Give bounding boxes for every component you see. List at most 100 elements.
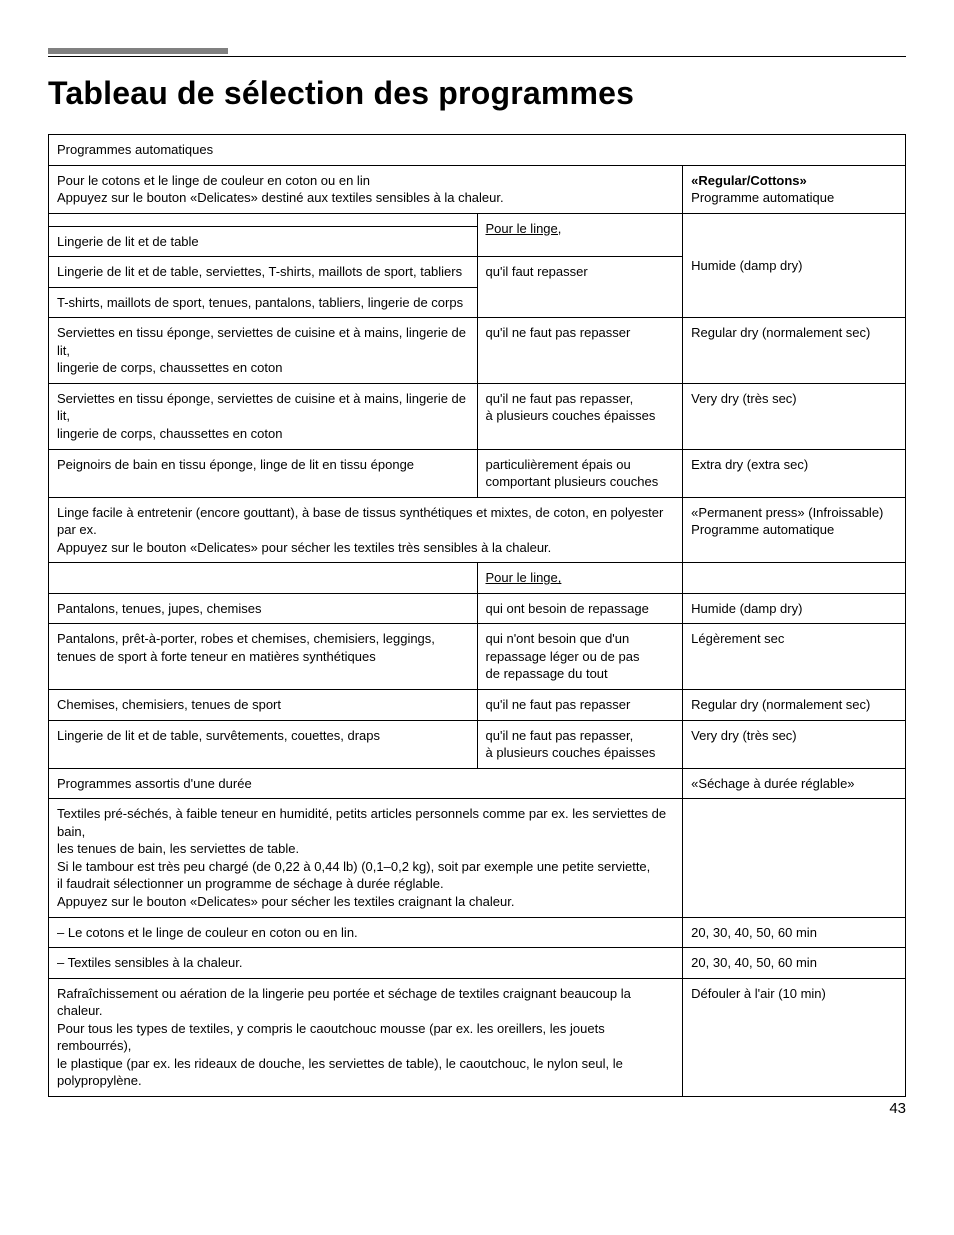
cell: – Textiles sensibles à la chaleur. bbox=[49, 948, 683, 979]
text-line: Appuyez sur le bouton «Delicates» pour s… bbox=[57, 893, 674, 911]
table-row: Lingerie de lit et de table, survêtement… bbox=[49, 720, 906, 768]
table-row: Pour le linge, bbox=[49, 563, 906, 594]
text-line: repassage léger ou de pas bbox=[486, 648, 675, 666]
table-row: – Textiles sensibles à la chaleur. 20, 3… bbox=[49, 948, 906, 979]
cell: qui ont besoin de repassage bbox=[477, 593, 683, 624]
cell: Humide (damp dry) bbox=[683, 213, 906, 318]
cell: Défouler à l'air (10 min) bbox=[683, 978, 906, 1096]
text-line: lingerie de corps, chaussettes en coton bbox=[57, 425, 469, 443]
text-line: Rafraîchissement ou aération de la linge… bbox=[57, 985, 674, 1020]
text-line: Si le tambour est très peu chargé (de 0,… bbox=[57, 858, 674, 876]
cell: Rafraîchissement ou aération de la linge… bbox=[49, 978, 683, 1096]
text-line: qui n'ont besoin que d'un bbox=[486, 630, 675, 648]
text-line: Appuyez sur le bouton «Delicates» destin… bbox=[57, 189, 674, 207]
text-line: lingerie de corps, chaussettes en coton bbox=[57, 359, 469, 377]
accent-bar bbox=[48, 48, 228, 54]
cell: qu'il ne faut pas repasser, à plusieurs … bbox=[477, 720, 683, 768]
section-header-right: «Séchage à durée réglable» bbox=[683, 768, 906, 799]
empty-cell bbox=[49, 563, 478, 594]
text-line: qu'il ne faut pas repasser, bbox=[486, 390, 675, 408]
cell: Pantalons, tenues, jupes, chemises bbox=[49, 593, 478, 624]
page-number: 43 bbox=[889, 1100, 906, 1117]
program-selection-table: Programmes automatiques Pour le cotons e… bbox=[48, 134, 906, 1097]
cell: Lingerie de lit et de table, serviettes,… bbox=[49, 257, 478, 288]
cell: Lingerie de lit et de table bbox=[49, 226, 478, 257]
text-line: «Regular/Cottons» bbox=[691, 172, 897, 190]
table-row: Rafraîchissement ou aération de la linge… bbox=[49, 978, 906, 1096]
text-line: les tenues de bain, les serviettes de ta… bbox=[57, 840, 674, 858]
cell: particulièrement épais ou comportant plu… bbox=[477, 449, 683, 497]
text-line: de repassage du tout bbox=[486, 665, 675, 683]
section-description: Textiles pré-séchés, à faible teneur en … bbox=[49, 799, 683, 917]
cell: Lingerie de lit et de table, survêtement… bbox=[49, 720, 478, 768]
cell: Very dry (très sec) bbox=[683, 720, 906, 768]
text-line: Pour le cotons et le linge de couleur en… bbox=[57, 172, 674, 190]
text-line: «Permanent press» (Infroissable) bbox=[691, 504, 897, 522]
table-row: Serviettes en tissu éponge, serviettes d… bbox=[49, 318, 906, 384]
table-row: Programmes assortis d'une durée «Séchage… bbox=[49, 768, 906, 799]
cell: 20, 30, 40, 50, 60 min bbox=[683, 948, 906, 979]
text-line: le plastique (par ex. les rideaux de dou… bbox=[57, 1055, 674, 1090]
text-line: Serviettes en tissu éponge, serviettes d… bbox=[57, 390, 469, 425]
table-row: Pour le linge, Humide (damp dry) bbox=[49, 213, 906, 226]
cell: Very dry (très sec) bbox=[683, 383, 906, 449]
section-intro-left: Linge facile à entretenir (encore goutta… bbox=[49, 497, 683, 563]
cell: 20, 30, 40, 50, 60 min bbox=[683, 917, 906, 948]
cell: Regular dry (normalement sec) bbox=[683, 318, 906, 384]
table-row: – Le cotons et le linge de couleur en co… bbox=[49, 917, 906, 948]
cell: Serviettes en tissu éponge, serviettes d… bbox=[49, 318, 478, 384]
cell: Extra dry (extra sec) bbox=[683, 449, 906, 497]
empty-cell bbox=[683, 799, 906, 917]
empty-cell bbox=[683, 563, 906, 594]
text-line: à plusieurs couches épaisses bbox=[486, 744, 675, 762]
table-row: Pantalons, tenues, jupes, chemises qui o… bbox=[49, 593, 906, 624]
text-line: tenues de sport à forte teneur en matièr… bbox=[57, 648, 469, 666]
cell: Regular dry (normalement sec) bbox=[683, 690, 906, 721]
cell: Peignoirs de bain en tissu éponge, linge… bbox=[49, 449, 478, 497]
section-intro-left: Pour le cotons et le linge de couleur en… bbox=[49, 165, 683, 213]
text-line: Appuyez sur le bouton «Delicates» pour s… bbox=[57, 539, 674, 557]
section-intro-right: «Permanent press» (Infroissable) Program… bbox=[683, 497, 906, 563]
text-line: Serviettes en tissu éponge, serviettes d… bbox=[57, 324, 469, 359]
text-line: Pour tous les types de textiles, y compr… bbox=[57, 1020, 674, 1055]
empty-cell bbox=[49, 213, 478, 226]
section-header: Programmes automatiques bbox=[49, 135, 906, 166]
column-subheader: Pour le linge, bbox=[477, 213, 683, 257]
cell: qu'il ne faut pas repasser bbox=[477, 318, 683, 384]
cell: Humide (damp dry) bbox=[683, 593, 906, 624]
text-line: qu'il ne faut pas repasser, bbox=[486, 727, 675, 745]
section-intro-right: «Regular/Cottons» Programme automatique bbox=[683, 165, 906, 213]
cell: Pantalons, prêt-à-porter, robes et chemi… bbox=[49, 624, 478, 690]
cell: T-shirts, maillots de sport, tenues, pan… bbox=[49, 287, 478, 318]
horizontal-rule bbox=[48, 56, 906, 57]
cell: Serviettes en tissu éponge, serviettes d… bbox=[49, 383, 478, 449]
text-line: à plusieurs couches épaisses bbox=[486, 407, 675, 425]
table-row: Programmes automatiques bbox=[49, 135, 906, 166]
text-line: Programme automatique bbox=[691, 189, 897, 207]
table-row: Pantalons, prêt-à-porter, robes et chemi… bbox=[49, 624, 906, 690]
cell: qui n'ont besoin que d'un repassage lége… bbox=[477, 624, 683, 690]
section-header: Programmes assortis d'une durée bbox=[49, 768, 683, 799]
cell: – Le cotons et le linge de couleur en co… bbox=[49, 917, 683, 948]
text-line: Programme automatique bbox=[691, 521, 897, 539]
text-line: particulièrement épais ou bbox=[486, 456, 675, 474]
cell: Légèrement sec bbox=[683, 624, 906, 690]
text-line: Pantalons, prêt-à-porter, robes et chemi… bbox=[57, 630, 469, 648]
page-title: Tableau de sélection des programmes bbox=[48, 75, 906, 112]
table-row: Textiles pré-séchés, à faible teneur en … bbox=[49, 799, 906, 917]
cell: Chemises, chemisiers, tenues de sport bbox=[49, 690, 478, 721]
table-row: Pour le cotons et le linge de couleur en… bbox=[49, 165, 906, 213]
table-row: Linge facile à entretenir (encore goutta… bbox=[49, 497, 906, 563]
column-subheader: Pour le linge, bbox=[477, 563, 683, 594]
cell: qu'il ne faut pas repasser, à plusieurs … bbox=[477, 383, 683, 449]
table-row: Serviettes en tissu éponge, serviettes d… bbox=[49, 383, 906, 449]
cell: qu'il ne faut pas repasser bbox=[477, 690, 683, 721]
table-row: Peignoirs de bain en tissu éponge, linge… bbox=[49, 449, 906, 497]
text-line: Linge facile à entretenir (encore goutta… bbox=[57, 504, 674, 539]
table-row: Chemises, chemisiers, tenues de sport qu… bbox=[49, 690, 906, 721]
cell: qu'il faut repasser bbox=[477, 257, 683, 318]
text-line: il faudrait sélectionner un programme de… bbox=[57, 875, 674, 893]
text-line: comportant plusieurs couches bbox=[486, 473, 675, 491]
document-page: Tableau de sélection des programmes Prog… bbox=[0, 0, 954, 1137]
text-line: Textiles pré-séchés, à faible teneur en … bbox=[57, 805, 674, 840]
